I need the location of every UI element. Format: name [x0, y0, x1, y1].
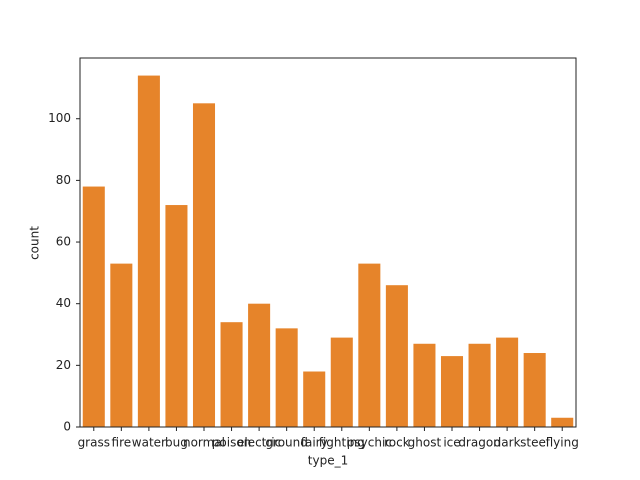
bar — [248, 303, 271, 427]
x-tick-label: electric — [237, 436, 281, 450]
bar — [192, 103, 216, 427]
y-axis-label: count — [28, 226, 42, 260]
bar — [275, 328, 298, 427]
bar — [413, 343, 436, 427]
bar — [358, 263, 381, 427]
x-tick-label: fighting — [319, 436, 365, 450]
plot-frame — [79, 57, 577, 428]
x-tick-label: psychic — [347, 436, 392, 450]
bar — [551, 417, 574, 427]
x-tick-label: fire — [112, 436, 132, 450]
x-tick-label: ground — [265, 436, 307, 450]
x-tick-label: bug — [165, 436, 188, 450]
y-tick-label: 100 — [48, 111, 71, 125]
bar — [496, 337, 519, 427]
bar — [303, 371, 326, 427]
bar — [330, 337, 353, 427]
bar — [385, 285, 408, 427]
x-axis-label: type_1 — [308, 454, 348, 468]
x-tick-label: dragon — [458, 436, 500, 450]
bar — [440, 356, 464, 427]
y-tick-label: 20 — [56, 358, 71, 372]
bar — [82, 186, 105, 427]
bar — [137, 75, 160, 428]
x-tick-label: poison — [212, 436, 252, 450]
y-tick-label: 60 — [56, 235, 71, 249]
bar — [468, 343, 491, 427]
x-tick-label: dark — [494, 436, 521, 450]
bar — [220, 322, 243, 427]
bar — [165, 205, 188, 427]
x-tick-label: normal — [183, 436, 225, 450]
x-tick-label: fairy — [301, 436, 328, 450]
y-tick-label: 40 — [56, 296, 71, 310]
x-tick-label: ghost — [408, 436, 442, 450]
x-tick-label: water — [132, 436, 166, 450]
y-tick-label: 80 — [56, 173, 71, 187]
y-tick-label: 0 — [63, 420, 71, 434]
bar — [523, 353, 546, 427]
x-tick-label: ice — [443, 436, 460, 450]
x-tick-label: steel — [520, 436, 549, 450]
bar — [110, 263, 133, 427]
x-tick-label: rock — [384, 436, 410, 450]
x-tick-label: grass — [78, 436, 110, 450]
x-tick-label: flying — [546, 436, 579, 450]
